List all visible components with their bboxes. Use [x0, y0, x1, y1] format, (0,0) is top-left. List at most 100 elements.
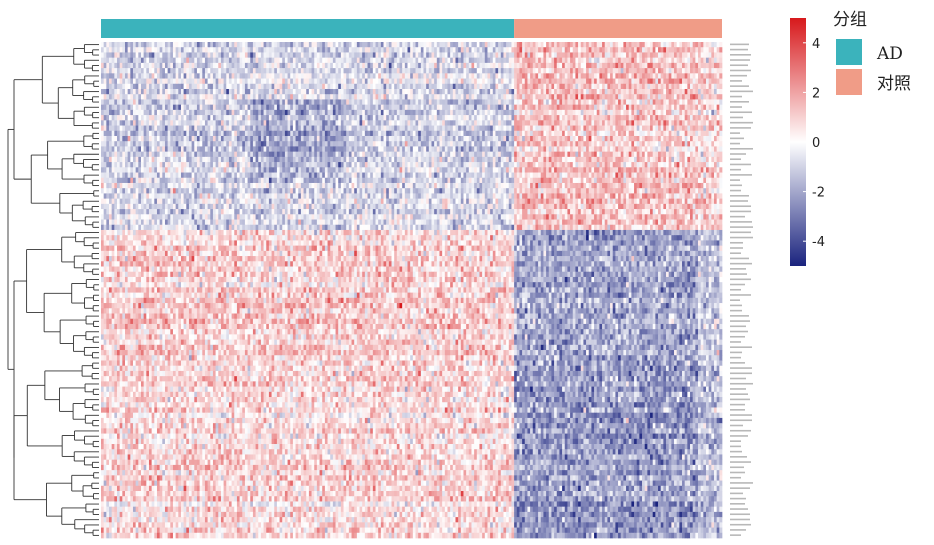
heatmap-cell [103, 146, 107, 152]
heatmap-cell [676, 57, 680, 64]
heatmap-cell [356, 99, 360, 105]
heatmap-cell [476, 94, 480, 100]
heatmap-cell [106, 88, 110, 95]
heatmap-cell [706, 42, 710, 48]
heatmap-cell [682, 130, 686, 137]
heatmap-cell [519, 88, 523, 95]
heatmap-cell [540, 125, 544, 132]
heatmap-cell [103, 47, 107, 53]
heatmap-cell [290, 120, 294, 126]
heatmap-cell [407, 99, 411, 105]
heatmap-cell [511, 57, 515, 64]
heatmap-cell [324, 141, 328, 147]
heatmap-cell [300, 78, 304, 85]
heatmap-cell [260, 130, 264, 137]
heatmap-cell [364, 57, 368, 64]
heatmap-cell [626, 42, 630, 48]
heatmap-cell [714, 83, 718, 90]
heatmap-cell [578, 73, 582, 79]
heatmap-cell [394, 52, 398, 59]
heatmap-cell [130, 73, 134, 79]
heatmap-cell [623, 125, 627, 132]
heatmap-cell [490, 104, 494, 111]
heatmap-cell [546, 42, 550, 48]
heatmap-cell [679, 62, 683, 69]
heatmap-cell [367, 94, 371, 100]
heatmap-cell [109, 83, 113, 90]
heatmap-cell [428, 83, 432, 90]
heatmap-cell [455, 68, 459, 74]
heatmap-cell [252, 125, 256, 132]
heatmap-cell [404, 88, 408, 95]
heatmap-cell [260, 104, 264, 111]
heatmap-cell [554, 88, 558, 95]
heatmap-cell [223, 47, 227, 53]
heatmap-cell [252, 42, 256, 48]
heatmap-cell [466, 94, 470, 100]
heatmap-cell [586, 57, 590, 64]
heatmap-cell [116, 109, 121, 116]
heatmap-cell [674, 78, 678, 85]
heatmap-cell [242, 109, 246, 116]
heatmap-cell [570, 68, 574, 74]
heatmap-cell [650, 42, 654, 48]
heatmap-cell [511, 78, 515, 85]
heatmap-cell [111, 115, 115, 121]
heatmap-cell [535, 88, 539, 95]
heatmap-cell [476, 73, 480, 79]
heatmap-cell [164, 120, 168, 126]
heatmap-cell [644, 57, 648, 64]
heatmap-cell [140, 130, 144, 137]
heatmap-cell [436, 109, 440, 116]
heatmap-cell [418, 83, 422, 90]
heatmap-cell [676, 62, 680, 69]
heatmap-cell [346, 88, 350, 95]
heatmap-cell [666, 125, 670, 132]
heatmap-cell [319, 94, 323, 100]
heatmap-cell [655, 94, 659, 100]
heatmap-cell [186, 99, 190, 105]
heatmap-cell [170, 141, 174, 147]
heatmap-cell [546, 135, 550, 142]
heatmap-cell [511, 52, 515, 59]
heatmap-cell [210, 57, 214, 64]
heatmap-cell [682, 109, 686, 116]
heatmap-cell [428, 42, 432, 48]
heatmap-cell [439, 135, 443, 142]
heatmap-cell [666, 57, 670, 64]
heatmap-cell [690, 94, 694, 100]
heatmap-cell [548, 68, 552, 74]
heatmap-cell [402, 104, 406, 111]
heatmap-cell [250, 104, 254, 111]
heatmap-cell [612, 78, 616, 85]
heatmap-cell [114, 104, 118, 111]
heatmap-cell [514, 42, 518, 48]
heatmap-cell [466, 52, 470, 59]
heatmap-cell [156, 94, 160, 100]
heatmap-cell [594, 109, 598, 116]
heatmap-cell [356, 94, 360, 100]
heatmap-cell [423, 125, 427, 132]
heatmap-cell [666, 104, 670, 111]
heatmap-cell [234, 141, 238, 147]
heatmap-cell [596, 83, 600, 90]
heatmap-cell [663, 135, 667, 142]
heatmap-cell [444, 73, 448, 79]
heatmap-cell [482, 57, 486, 64]
heatmap-cell [338, 47, 342, 53]
heatmap-cell [450, 99, 454, 105]
heatmap-cell [412, 109, 416, 116]
heatmap-cell [482, 88, 486, 95]
heatmap-cell [295, 88, 299, 95]
heatmap-cell [284, 47, 288, 53]
heatmap-cell [148, 141, 152, 147]
heatmap-cell [615, 62, 619, 69]
heatmap-cell [482, 83, 486, 90]
heatmap-cell [650, 57, 654, 64]
heatmap-cell [167, 125, 171, 132]
heatmap-cell [540, 109, 544, 116]
heatmap-cell [548, 99, 552, 105]
heatmap-cell [132, 57, 136, 64]
heatmap-cell [594, 120, 598, 126]
heatmap-cell [271, 130, 275, 137]
